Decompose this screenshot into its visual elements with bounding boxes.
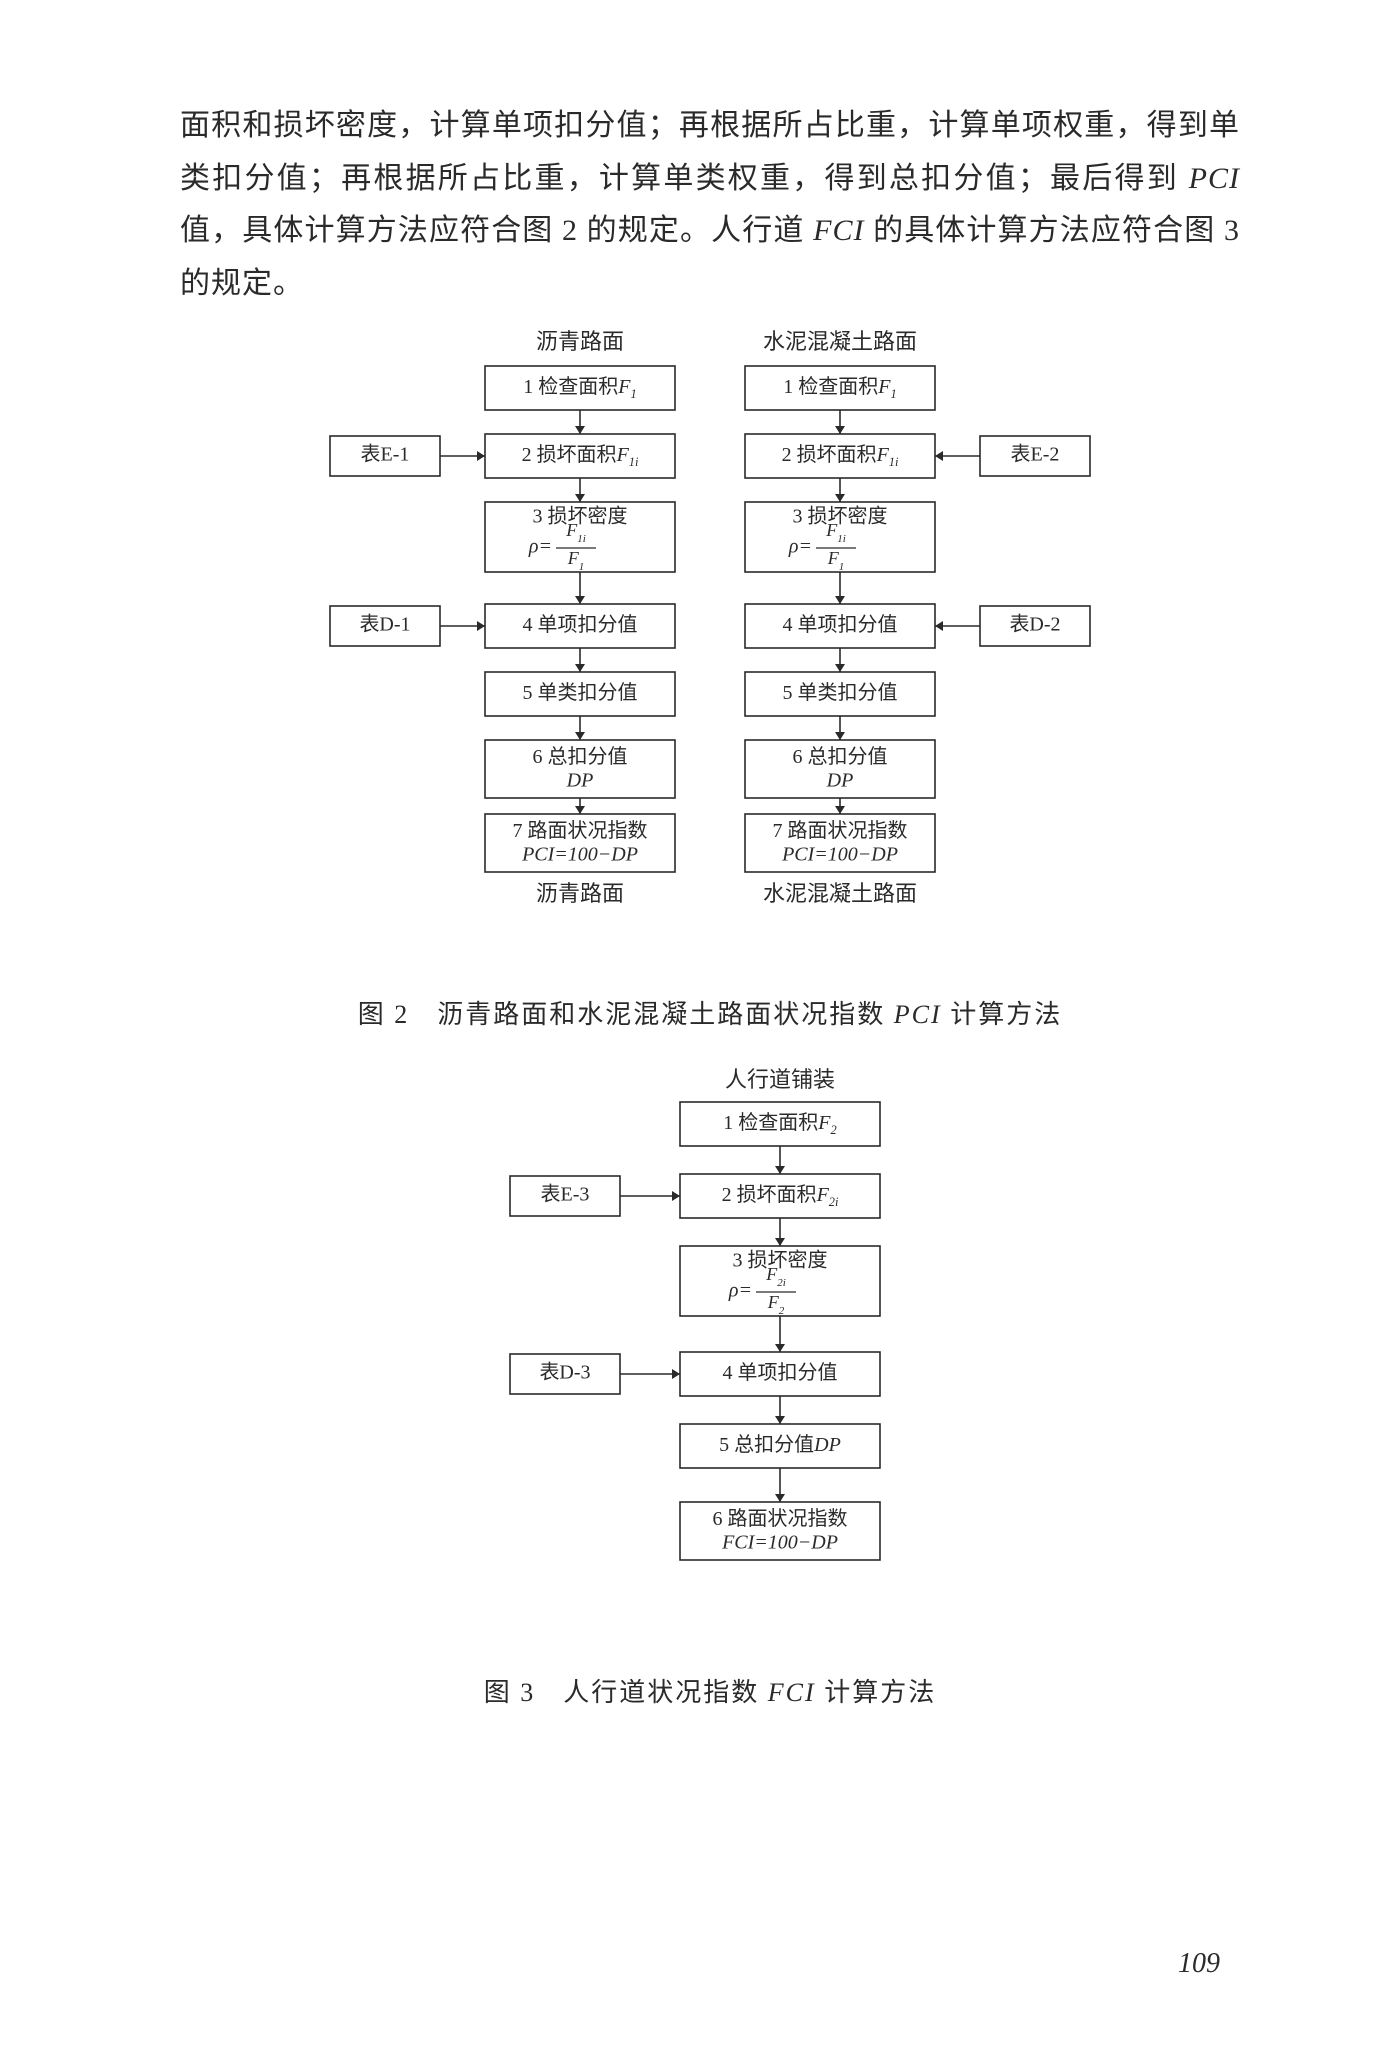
svg-text:PCI=100−DP: PCI=100−DP [521,843,638,865]
page-number: 109 [1178,1939,1220,1988]
para-text-b: 值，具体计算方法应符合图 2 的规定。人行道 [180,214,813,247]
svg-text:1 检查面积F2: 1 检查面积F2 [723,1110,836,1136]
svg-text:沥青路面: 沥青路面 [536,329,624,354]
svg-text:ρ=: ρ= [528,536,552,558]
svg-text:PCI=100−DP: PCI=100−DP [781,843,898,865]
svg-text:F2: F2 [767,1292,785,1317]
figure-3-caption: 图 3 人行道状况指数 FCI 计算方法 [180,1670,1240,1716]
figure-3: 人行道铺装1 检查面积F22 损坏面积F2i表E-33 损坏密度ρ=F2iF24… [180,1056,1240,1656]
svg-text:表E-1: 表E-1 [361,443,410,466]
svg-text:3 损坏密度: 3 损坏密度 [533,505,628,528]
svg-text:3 损坏密度: 3 损坏密度 [733,1248,828,1271]
svg-text:4 单项扣分值: 4 单项扣分值 [723,1360,838,1383]
figure-2: 沥青路面水泥混凝土路面1 检查面积F12 损坏面积F1i表E-13 损坏密度ρ=… [180,318,1240,978]
svg-text:5 总扣分值DP: 5 总扣分值DP [719,1432,841,1455]
svg-text:人行道铺装: 人行道铺装 [725,1067,835,1092]
caption2-a: 图 2 沥青路面和水泥混凝土路面状况指数 [358,1000,894,1029]
svg-text:表E-3: 表E-3 [541,1182,590,1205]
caption3-fci: FCI [768,1678,816,1707]
svg-text:1 检查面积F1: 1 检查面积F1 [783,375,896,401]
svg-text:表D-2: 表D-2 [1009,613,1060,636]
svg-text:表E-2: 表E-2 [1011,443,1060,466]
svg-text:2 损坏面积F1i: 2 损坏面积F1i [522,443,639,469]
flowchart-pci: 沥青路面水泥混凝土路面1 检查面积F12 损坏面积F1i表E-13 损坏密度ρ=… [260,318,1160,978]
caption2-pci: PCI [894,1000,942,1029]
svg-text:DP: DP [826,769,854,791]
svg-text:7 路面状况指数: 7 路面状况指数 [513,819,648,842]
paragraph-intro: 面积和损坏密度，计算单项扣分值；再根据所占比重，计算单项权重，得到单类扣分值；再… [180,100,1240,310]
page: 面积和损坏密度，计算单项扣分值；再根据所占比重，计算单项权重，得到单类扣分值；再… [0,0,1400,2048]
svg-text:3 损坏密度: 3 损坏密度 [793,505,888,528]
flowchart-fci: 人行道铺装1 检查面积F22 损坏面积F2i表E-33 损坏密度ρ=F2iF24… [360,1056,1060,1656]
svg-text:6 总扣分值: 6 总扣分值 [533,745,628,768]
para-pci: PCI [1189,162,1240,195]
svg-text:沥青路面: 沥青路面 [536,881,624,906]
para-text-a: 面积和损坏密度，计算单项扣分值；再根据所占比重，计算单项权重，得到单类扣分值；再… [180,109,1240,195]
para-fci: FCI [813,214,864,247]
svg-text:6 总扣分值: 6 总扣分值 [793,745,888,768]
svg-text:F1: F1 [827,548,845,573]
svg-text:5 单类扣分值: 5 单类扣分值 [783,681,898,704]
svg-text:水泥混凝土路面: 水泥混凝土路面 [763,881,917,906]
caption3-a: 图 3 人行道状况指数 [484,1678,768,1707]
caption3-b: 计算方法 [816,1678,937,1707]
svg-text:4 单项扣分值: 4 单项扣分值 [783,613,898,636]
svg-text:表D-1: 表D-1 [359,613,410,636]
svg-text:5 单类扣分值: 5 单类扣分值 [523,681,638,704]
svg-text:ρ=: ρ= [788,536,812,558]
svg-text:7 路面状况指数: 7 路面状况指数 [773,819,908,842]
svg-text:水泥混凝土路面: 水泥混凝土路面 [763,329,917,354]
svg-text:ρ=: ρ= [728,1279,752,1301]
svg-text:2 损坏面积F2i: 2 损坏面积F2i [722,1182,839,1208]
svg-text:F1: F1 [567,548,585,573]
svg-text:FCI=100−DP: FCI=100−DP [721,1531,838,1553]
caption2-b: 计算方法 [942,1000,1063,1029]
svg-text:2 损坏面积F1i: 2 损坏面积F1i [782,443,899,469]
svg-text:4 单项扣分值: 4 单项扣分值 [523,613,638,636]
svg-text:表D-3: 表D-3 [539,1360,590,1383]
figure-2-caption: 图 2 沥青路面和水泥混凝土路面状况指数 PCI 计算方法 [180,992,1240,1038]
svg-text:6 路面状况指数: 6 路面状况指数 [713,1507,848,1530]
svg-text:DP: DP [566,769,594,791]
svg-text:1 检查面积F1: 1 检查面积F1 [523,375,636,401]
